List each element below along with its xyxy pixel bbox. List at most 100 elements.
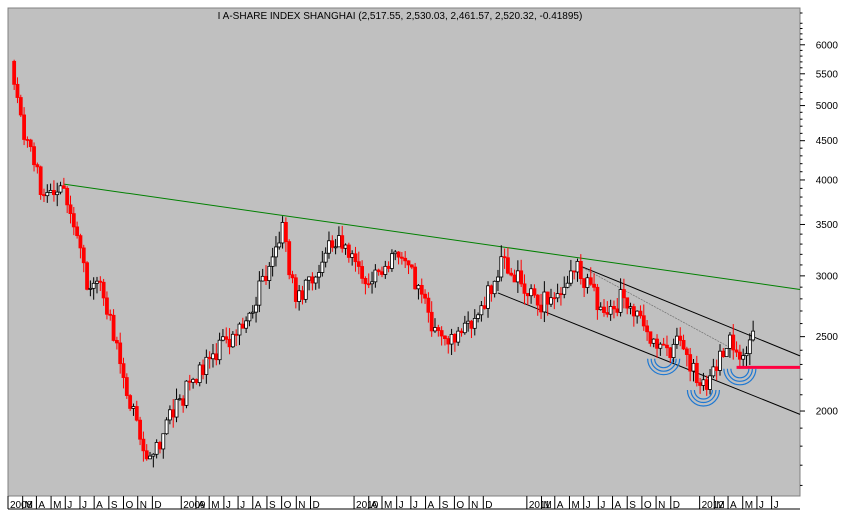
candle-up	[711, 358, 716, 379]
candle-body	[602, 306, 606, 313]
candle-body	[171, 409, 176, 418]
arc-marker	[647, 358, 681, 376]
candle-up	[476, 312, 480, 323]
candle-body	[651, 338, 656, 344]
candle-body	[124, 377, 129, 396]
candle-body	[694, 362, 699, 384]
trendlines	[63, 183, 801, 415]
candle-body	[423, 293, 427, 299]
candle-up	[247, 311, 252, 327]
candle-body	[283, 221, 288, 243]
candle-body	[15, 83, 20, 98]
candle-body	[704, 379, 709, 390]
x-tick-label: M	[745, 500, 753, 511]
candle-body	[38, 166, 43, 195]
candle-down	[506, 247, 510, 275]
candle-body	[327, 240, 331, 254]
x-tick-label: A	[557, 500, 564, 511]
candle-up	[492, 280, 497, 298]
candle-body	[751, 330, 756, 341]
candle-up	[164, 417, 169, 435]
candle-up	[184, 380, 189, 409]
resistance-line	[63, 183, 801, 290]
candle-up	[744, 346, 749, 366]
candle-down	[443, 335, 447, 346]
candle-down	[141, 431, 146, 462]
candle-body	[489, 285, 494, 295]
candle-body	[244, 320, 249, 329]
candle-body	[194, 378, 199, 383]
candle-up	[244, 316, 249, 334]
candle-body	[555, 293, 560, 299]
x-tick-label: J	[399, 500, 404, 511]
candle-body	[628, 306, 633, 309]
candle-body	[280, 221, 285, 244]
candle-down	[429, 301, 434, 337]
candle-body	[595, 286, 600, 311]
candle-down	[356, 251, 361, 275]
candle-body	[512, 274, 517, 283]
candle-body	[529, 288, 534, 297]
x-tick-label: J	[82, 500, 87, 511]
candle-body	[426, 297, 431, 313]
candle-down	[592, 273, 596, 292]
candle-body	[128, 395, 133, 409]
candle-body	[542, 291, 547, 313]
candle-body	[565, 282, 570, 288]
candle-body	[340, 235, 345, 249]
candle-body	[396, 251, 401, 258]
candle-down	[423, 289, 427, 304]
x-tick-label: J	[67, 500, 72, 511]
candle-body	[665, 344, 669, 349]
candle-body	[545, 291, 550, 305]
candle-down	[612, 300, 616, 319]
candle-down	[35, 162, 40, 174]
candle-body	[148, 455, 152, 460]
candle-up	[317, 264, 321, 289]
candle-down	[621, 278, 626, 309]
candle-body	[35, 164, 40, 168]
candle-body	[383, 265, 388, 275]
candle-body	[270, 256, 275, 267]
candle-body	[708, 375, 712, 390]
candle-body	[399, 256, 404, 259]
candle-down	[81, 244, 86, 273]
arc-marker	[686, 389, 721, 407]
candle-down	[124, 373, 129, 399]
candle-up	[370, 271, 374, 294]
candle-body	[525, 292, 530, 297]
candle-down	[602, 299, 606, 317]
candle-down	[426, 292, 431, 323]
candle-body	[486, 285, 490, 309]
candle-body	[55, 191, 60, 196]
candle-body	[691, 362, 696, 372]
candle-down	[22, 107, 26, 146]
y-tick-label: 3000	[816, 271, 839, 282]
candle-down	[360, 260, 365, 284]
candle-body	[532, 288, 537, 296]
candle-up	[618, 278, 623, 317]
candle-body	[71, 213, 76, 228]
candle-body	[684, 348, 689, 355]
candle-body	[247, 312, 252, 322]
x-tick-label: D	[313, 500, 320, 511]
candle-body	[572, 270, 577, 273]
arc-ring	[730, 368, 750, 379]
candle-up	[88, 280, 93, 297]
candle-body	[45, 192, 50, 197]
candle-body	[549, 297, 553, 305]
candle-body	[641, 315, 646, 327]
y-tick-label: 4000	[816, 175, 839, 186]
candle-body	[287, 241, 292, 276]
candle-body	[496, 276, 500, 282]
candle-up	[254, 296, 258, 323]
candle-body	[655, 338, 659, 349]
candle-body	[380, 271, 384, 275]
y-tick-label: 5000	[816, 101, 839, 112]
candle-body	[608, 306, 613, 315]
candle-body	[638, 310, 643, 317]
candle-down	[75, 221, 80, 239]
candle-down	[665, 335, 669, 356]
candle-body	[698, 382, 703, 386]
